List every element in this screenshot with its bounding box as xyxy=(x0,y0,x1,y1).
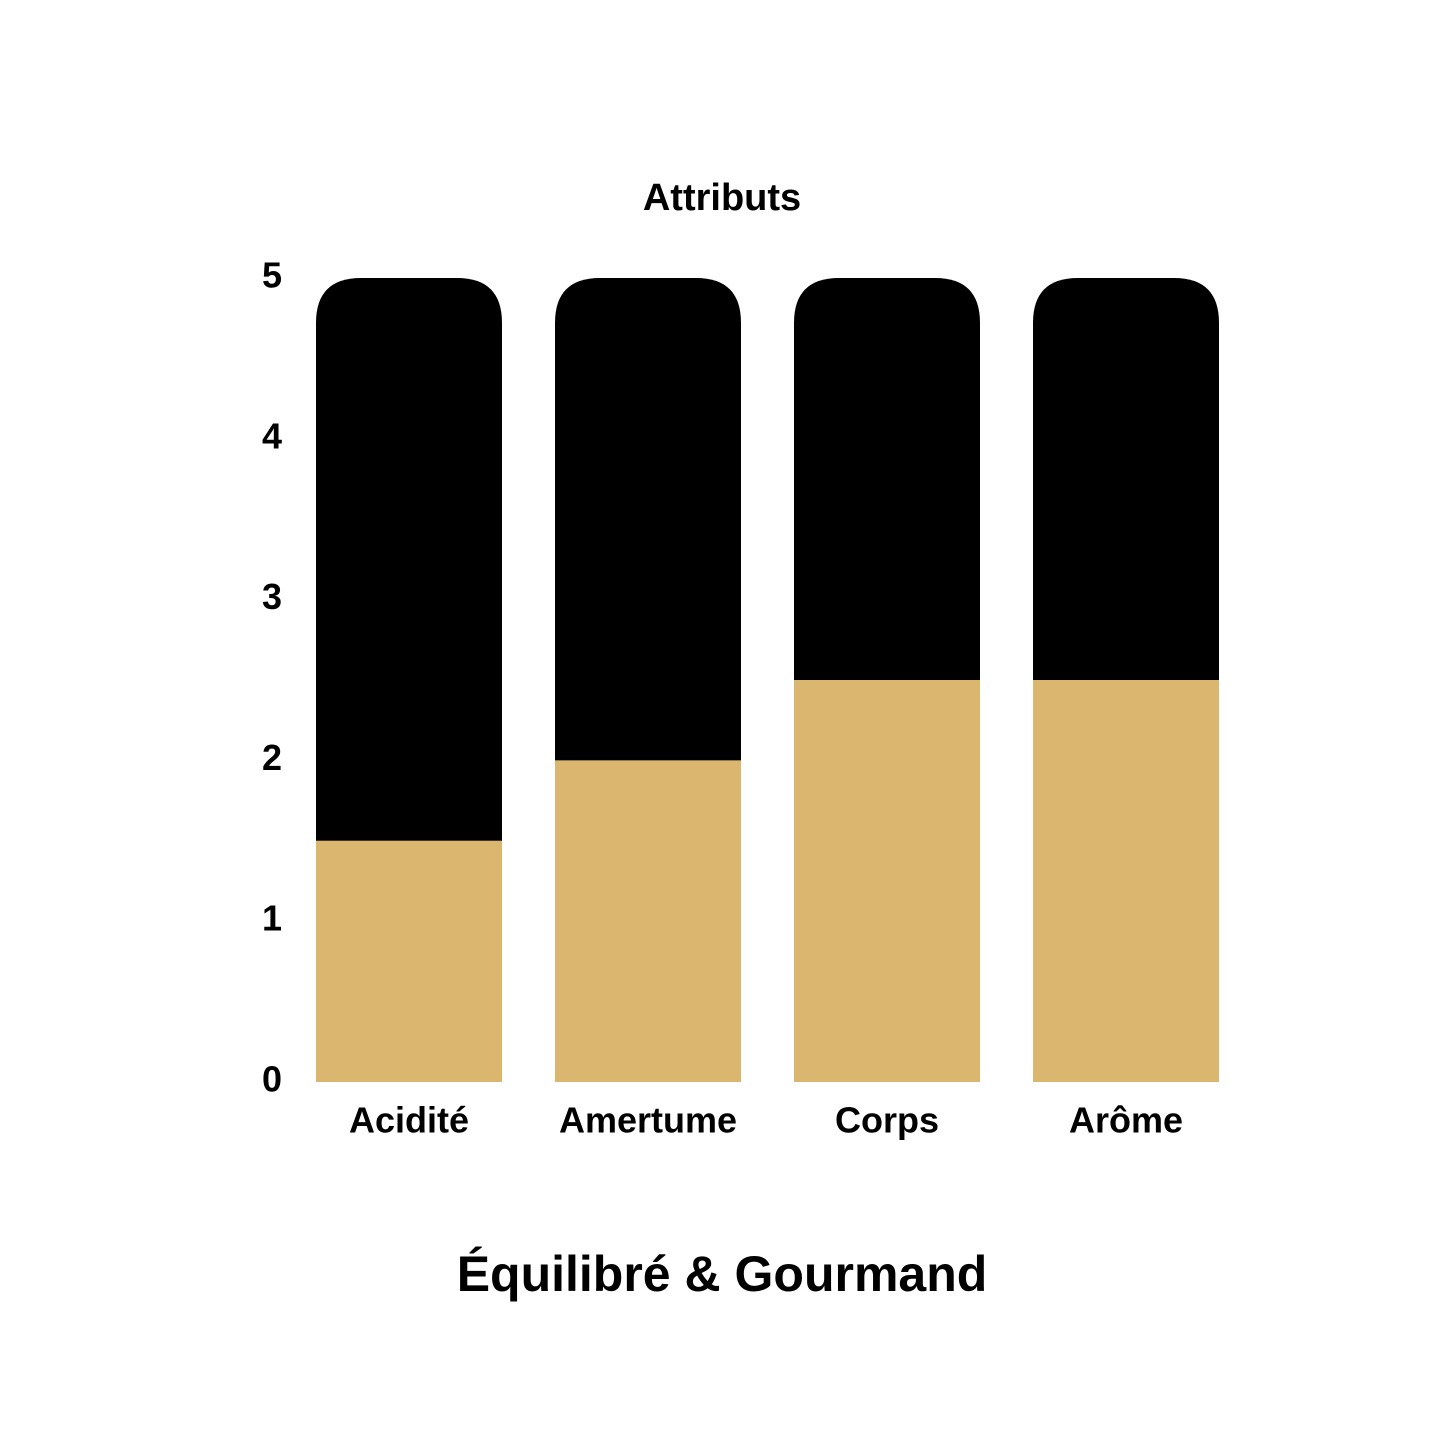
x-tick-label: Acidité xyxy=(349,1100,469,1141)
chart-subtitle: Équilibré & Gourmand xyxy=(457,1246,988,1302)
bar-segment xyxy=(794,680,980,1082)
chart-title: Attributs xyxy=(643,177,801,219)
bar-segment xyxy=(316,278,502,841)
y-tick-label: 2 xyxy=(262,737,282,778)
bar-segment xyxy=(555,278,741,761)
y-tick-label: 0 xyxy=(262,1059,282,1100)
x-tick-label: Corps xyxy=(835,1100,939,1141)
x-tick-label: Amertume xyxy=(559,1100,737,1141)
y-tick-label: 5 xyxy=(262,255,282,296)
bar-segment xyxy=(1033,680,1219,1082)
y-tick-label: 3 xyxy=(262,576,282,617)
y-tick-label: 4 xyxy=(262,415,282,456)
bar-segment xyxy=(794,278,980,680)
y-tick-label: 1 xyxy=(262,898,282,939)
bar-segment xyxy=(555,760,741,1082)
bar-segment xyxy=(1033,278,1219,680)
bar-segment xyxy=(316,840,502,1082)
x-tick-label: Arôme xyxy=(1069,1100,1183,1141)
